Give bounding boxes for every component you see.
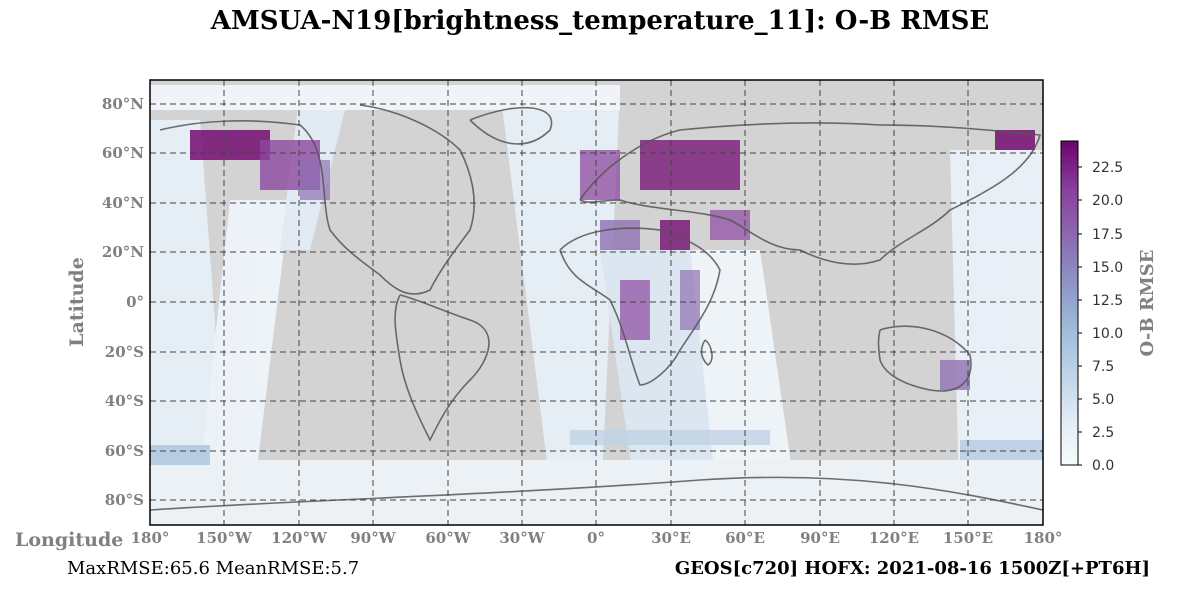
lat-tick-label: 80°S xyxy=(105,491,144,509)
graticule xyxy=(150,80,1043,525)
lon-tick-label: 60°E xyxy=(725,529,765,547)
lon-tick-label: 150°W xyxy=(196,529,253,547)
colorbar-tick-label: 2.5 xyxy=(1092,425,1114,441)
latitude-labels: 80°N 60°N 40°N 20°N 0° 20°S 40°S 60°S 80… xyxy=(102,95,144,509)
lat-tick-label: 60°N xyxy=(102,144,144,162)
lat-tick-label: 40°S xyxy=(105,392,144,410)
lat-tick-label: 0° xyxy=(126,293,144,311)
map-frame xyxy=(149,79,1044,526)
colorbar-tick-label: 7.5 xyxy=(1092,359,1114,375)
colorbar-tick-label: 22.5 xyxy=(1092,160,1123,176)
source-label: GEOS[c720] HOFX: 2021-08-16 1500Z[+PT6H] xyxy=(674,558,1150,579)
x-axis-title: Longitude xyxy=(15,529,123,551)
lon-tick-label: 180° xyxy=(1024,529,1063,547)
lat-tick-label: 40°N xyxy=(102,194,144,212)
colorbar-tick-labels: 0.0 2.5 5.0 7.5 10.0 12.5 15.0 17.5 20.0… xyxy=(1092,160,1123,474)
colorbar-tick-label: 20.0 xyxy=(1092,193,1123,209)
lon-tick-label: 60°W xyxy=(425,529,471,547)
rmse-stats: MaxRMSE:65.6 MeanRMSE:5.7 xyxy=(67,558,360,579)
y-axis-title: Latitude xyxy=(66,257,88,347)
colorbar-tick-label: 17.5 xyxy=(1092,227,1123,243)
longitude-labels: 180° 150°W 120°W 90°W 60°W 30°W 0° 30°E … xyxy=(131,529,1063,547)
coastlines xyxy=(150,104,1043,511)
lon-tick-label: 0° xyxy=(587,529,605,547)
colorbar-tick-label: 15.0 xyxy=(1092,260,1123,276)
colorbar xyxy=(1060,140,1079,466)
lon-tick-label: 90°W xyxy=(350,529,396,547)
observation-swaths xyxy=(150,85,1043,525)
lat-tick-label: 20°S xyxy=(105,343,144,361)
lon-tick-label: 30°E xyxy=(651,529,691,547)
lon-tick-label: 90°E xyxy=(800,529,840,547)
lat-tick-label: 20°N xyxy=(102,243,144,261)
colorbar-tick-label: 5.0 xyxy=(1092,392,1114,408)
colorbar-tick-label: 12.5 xyxy=(1092,293,1123,309)
lon-tick-label: 150°E xyxy=(943,529,993,547)
lon-tick-label: 120°W xyxy=(271,529,328,547)
lon-tick-label: 120°E xyxy=(869,529,919,547)
lon-tick-label: 30°W xyxy=(499,529,545,547)
chart-title: AMSUA-N19[brightness_temperature_11]: O-… xyxy=(210,6,990,36)
colorbar-title: O-B RMSE xyxy=(1137,250,1158,357)
colorbar-tick-label: 0.0 xyxy=(1092,458,1114,474)
lon-tick-label: 180° xyxy=(131,529,170,547)
colorbar-ticks xyxy=(1078,166,1082,466)
lat-tick-label: 60°S xyxy=(105,442,144,460)
lat-tick-label: 80°N xyxy=(102,95,144,113)
colorbar-tick-label: 10.0 xyxy=(1092,326,1123,342)
